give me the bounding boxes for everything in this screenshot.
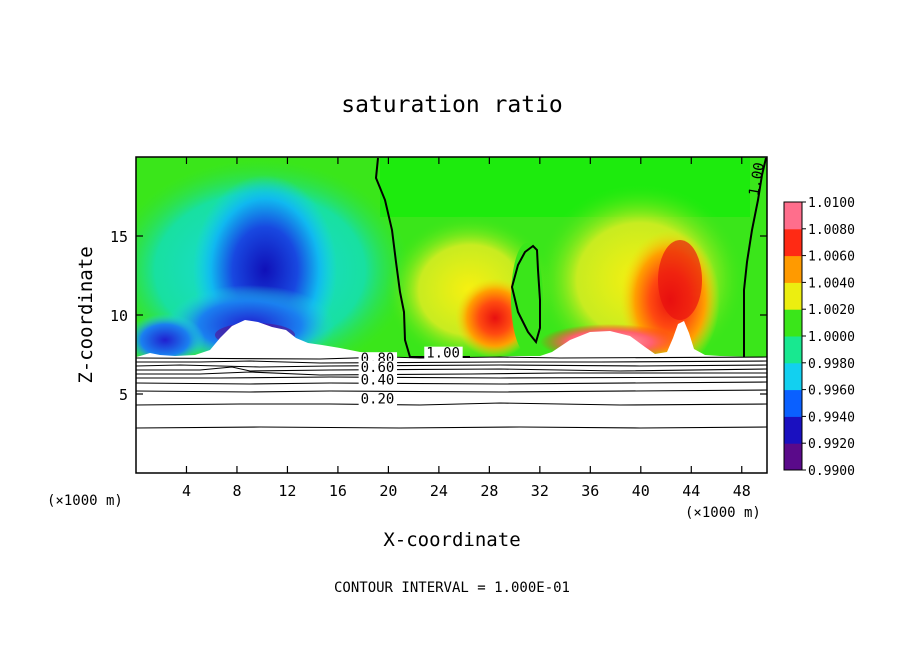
contour-label: 1.00 [746, 161, 768, 197]
contour-interval-note: CONTOUR INTERVAL = 1.000E-01 [334, 580, 570, 596]
x-tick-label: 24 [430, 482, 448, 500]
colorbar-label: 0.9920 [808, 437, 855, 452]
colorbar-segment [784, 282, 802, 310]
chart-title: saturation ratio [341, 92, 563, 118]
x-axis-label: X-coordinate [383, 529, 520, 551]
colorbar: 0.9900 0.9920 0.9940 0.9960 0.9980 1.0000 1.00… [783, 196, 855, 479]
field-green-wedge [511, 243, 543, 353]
x-tick-label: 20 [379, 482, 397, 500]
y-tick-label: 15 [110, 228, 128, 246]
contour-label-bg [424, 346, 463, 360]
contour-line-0-60 [136, 376, 768, 379]
x-tick-label: 16 [329, 482, 347, 500]
contour-label-bg [358, 360, 398, 374]
x-tick-label: 40 [632, 482, 650, 500]
contour-label-bg [358, 392, 398, 406]
colorbar-label: 0.9900 [808, 464, 855, 479]
saturation-contour-1-00 [374, 157, 767, 358]
colorbar-segment [784, 443, 802, 471]
colorbar-label: 0.9980 [808, 357, 855, 372]
x-tick-label: 12 [278, 482, 296, 500]
colorbar-label: 1.0080 [808, 223, 855, 238]
x-axis: 4 8 12 16 20 24 28 32 36 40 44 48 [182, 157, 751, 500]
contour-label: 0.60 [361, 360, 395, 376]
colorbar-label: 1.0000 [808, 330, 855, 345]
x-unit-right: (×1000 m) [685, 505, 761, 521]
field-blue-left-edge [136, 314, 205, 366]
x-tick-label: 4 [182, 482, 191, 500]
contour-label-bg [358, 373, 398, 387]
colorbar-segment [784, 228, 802, 257]
colorbar-segment [784, 309, 802, 337]
contour-labels: 1.001.000.800.600.400.20 [358, 161, 768, 407]
colorbar-segment [784, 416, 802, 444]
colorbar-label: 0.9940 [808, 410, 855, 425]
colorbar-label: 1.0020 [808, 303, 855, 318]
x-tick-label: 32 [531, 482, 549, 500]
colorbar-segment [784, 255, 802, 283]
contour-label: 0.40 [361, 373, 395, 389]
contour-line-0-50 [135, 381, 768, 385]
colorbar-label: 1.0060 [808, 250, 855, 265]
plot-field [136, 157, 767, 473]
colorbar-label: 0.9960 [808, 384, 855, 399]
y-axis-label: Z-coordinate [75, 246, 97, 383]
colorbar-segment [784, 362, 802, 391]
y-tick-label: 5 [119, 386, 128, 404]
contour-line-0-90 [135, 364, 768, 368]
y-tick-label: 10 [110, 307, 128, 325]
field-red-core-right [658, 240, 702, 320]
x-tick-label: 28 [480, 482, 498, 500]
colorbar-segment [784, 336, 802, 364]
contour-line-0-10 [135, 426, 768, 429]
y-axis: 5 10 15 [110, 228, 767, 404]
colorbar-label: 1.0100 [808, 196, 855, 211]
contour-1-00-vertical [374, 157, 470, 358]
x-tick-label: 8 [232, 482, 241, 500]
contour-line-0-95 [136, 360, 768, 364]
contour-line-0-20 [135, 402, 768, 406]
contour-label: 0.20 [361, 391, 395, 407]
x-tick-label: 36 [581, 482, 599, 500]
colorbar-segment [784, 389, 802, 417]
contour-line-0-70 [136, 371, 767, 376]
contour-line-0-40 [135, 389, 768, 393]
contour-1-00-right [743, 157, 767, 357]
x-tick-label: 44 [682, 482, 700, 500]
x-tick-label: 48 [733, 482, 751, 500]
colorbar-label: 1.0040 [808, 276, 855, 291]
contour-line-0-80 [136, 366, 768, 372]
x-unit-left: (×1000 m) [47, 493, 123, 509]
contour-1-00-loop [510, 244, 541, 345]
colorbar-segment [784, 202, 802, 230]
contour-label: 1.00 [426, 346, 460, 362]
